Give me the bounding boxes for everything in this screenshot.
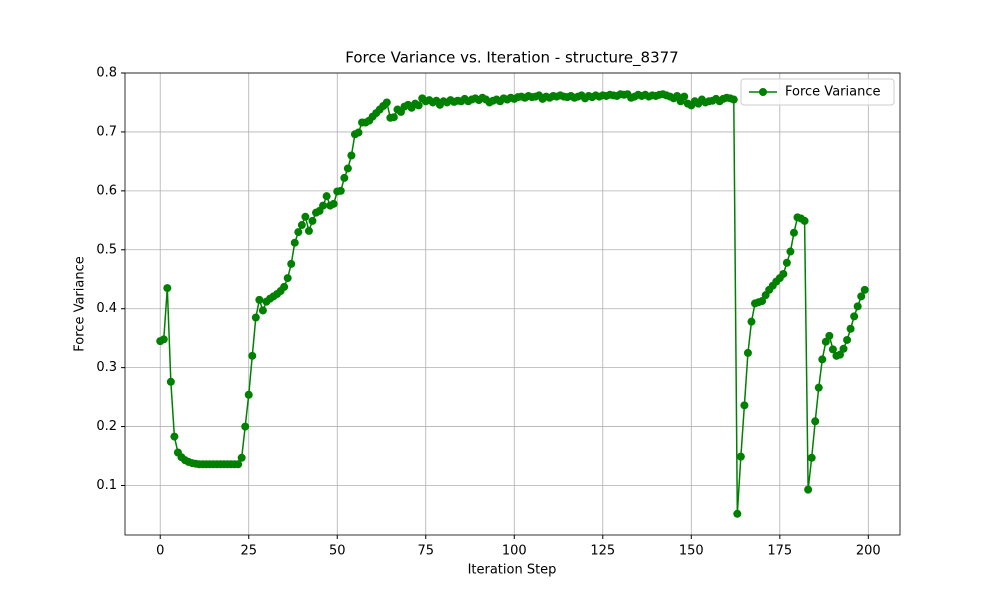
data-point [828,345,837,354]
data-point [322,192,331,201]
data-point [287,259,296,268]
y-tick-label: 0.6 [96,183,117,198]
data-point [853,302,862,311]
legend-box [740,78,895,106]
data-point [846,324,855,333]
data-point [779,269,788,278]
data-point [170,432,179,441]
data-point [804,485,813,494]
data-point [860,285,869,294]
data-point [159,335,168,344]
data-point [290,238,299,247]
data-point [743,348,752,357]
x-tick-label: 100 [502,544,527,559]
data-point [301,212,310,221]
data-point [237,453,246,462]
data-point [843,335,852,344]
y-tick-label: 0.5 [96,242,117,257]
x-axis-label: Iteration Step [468,563,557,578]
data-point [747,317,756,326]
data-point [736,452,745,461]
data-point [329,199,338,208]
data-point [740,401,749,410]
data-point [319,201,328,210]
data-point [347,151,356,160]
data-point [297,221,306,230]
data-point [821,337,830,346]
data-point [244,390,253,399]
data-point [807,453,816,462]
data-point [382,98,391,107]
data-point [354,128,363,137]
data-point [680,92,689,101]
x-tick-label: 125 [590,544,615,559]
data-point [389,113,398,122]
x-tick-label: 0 [156,544,164,559]
data-point [340,173,349,182]
data-point [800,216,809,225]
data-point [258,306,267,315]
y-tick-label: 0.4 [96,301,117,316]
data-point [850,312,859,321]
data-point [782,258,791,267]
data-point [811,417,820,426]
data-point [283,274,292,283]
data-point [336,186,345,195]
y-tick-label: 0.2 [96,419,117,434]
y-tick-label: 0.8 [96,66,117,81]
data-point [733,509,742,518]
x-tick-label: 75 [417,544,434,559]
y-axis-label: Force Variance [73,256,88,351]
chart-title: Force Variance vs. Iteration - structure… [345,49,678,68]
x-tick-label: 200 [856,544,881,559]
data-point [857,292,866,301]
y-tick-label: 0.1 [96,478,117,493]
data-point [839,344,848,353]
data-point [163,284,172,293]
data-point [166,377,175,386]
data-point [304,226,313,235]
data-point [280,282,289,291]
data-point [825,331,834,340]
plot-frame [124,72,901,536]
y-tick-label: 0.7 [96,124,117,139]
data-point [294,228,303,237]
data-point [251,313,260,322]
legend: Force Variance [740,78,895,106]
data-point [234,460,243,469]
x-tick-label: 150 [679,544,704,559]
data-point [786,247,795,256]
data-point [343,164,352,173]
data-point [789,228,798,237]
y-tick-label: 0.3 [96,360,117,375]
data-point [758,297,767,306]
data-point [248,351,257,360]
x-tick-label: 25 [240,544,257,559]
data-point [729,95,738,104]
x-tick-label: 50 [329,544,346,559]
legend-marker [759,88,767,96]
data-point [818,355,827,364]
x-tick-label: 175 [767,544,792,559]
data-point [255,295,264,304]
data-point [308,216,317,225]
data-point [814,383,823,392]
data-point [414,101,423,110]
legend-label: Force Variance [785,85,880,100]
data-point [241,422,250,431]
data-point [835,350,844,359]
